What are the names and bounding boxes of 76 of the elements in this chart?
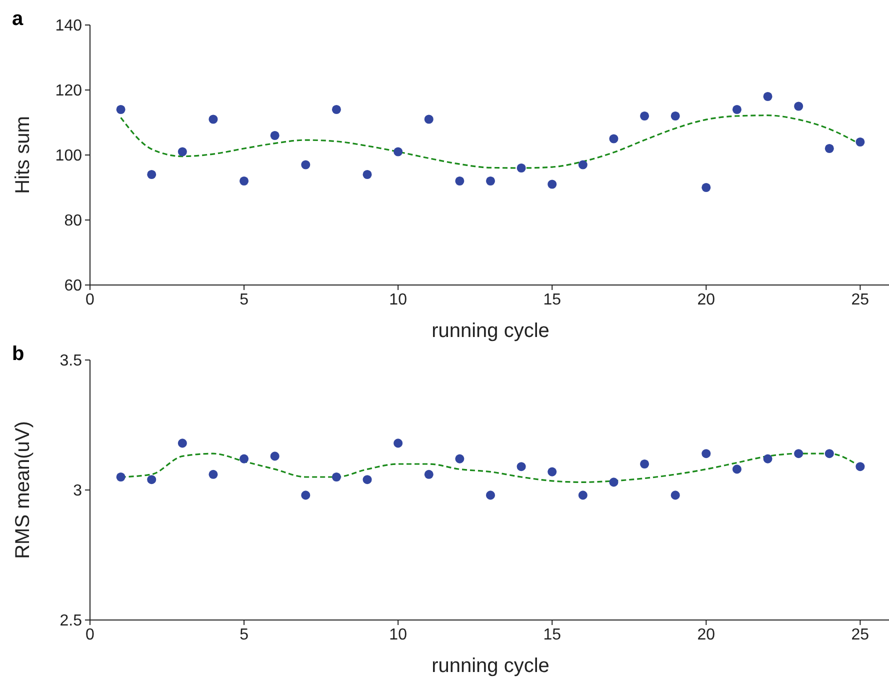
y-tick-label: 3.5 bbox=[60, 352, 82, 370]
x-tick-label: 10 bbox=[389, 291, 408, 308]
point bbox=[208, 470, 218, 479]
point bbox=[116, 472, 126, 482]
point bbox=[548, 180, 557, 189]
point bbox=[670, 490, 680, 500]
x-tick-label: 5 bbox=[240, 626, 249, 644]
y-tick-label: 120 bbox=[55, 82, 82, 100]
x-tick-label: 25 bbox=[851, 291, 870, 308]
point bbox=[394, 438, 403, 448]
point bbox=[763, 92, 772, 102]
x-tick-label: 10 bbox=[389, 626, 408, 644]
point bbox=[732, 104, 742, 114]
point bbox=[856, 462, 865, 472]
y-tick-label: 2.5 bbox=[60, 612, 82, 630]
x-axis-title: running cycle bbox=[432, 320, 550, 342]
point bbox=[516, 163, 526, 173]
point bbox=[824, 144, 834, 154]
point bbox=[516, 462, 526, 472]
point bbox=[424, 114, 434, 124]
point bbox=[208, 114, 218, 124]
point bbox=[794, 449, 804, 458]
y-tick-label: 140 bbox=[55, 18, 82, 35]
point bbox=[301, 490, 310, 500]
point bbox=[301, 160, 310, 170]
point bbox=[394, 147, 403, 156]
point bbox=[640, 459, 650, 469]
point bbox=[609, 134, 618, 144]
point bbox=[270, 130, 280, 140]
point bbox=[147, 170, 156, 180]
point bbox=[178, 147, 187, 156]
point bbox=[240, 176, 249, 186]
y-tick-label: 80 bbox=[64, 212, 82, 230]
point bbox=[702, 449, 711, 458]
point bbox=[455, 454, 464, 464]
x-tick-label: 20 bbox=[697, 626, 716, 644]
x-tick-label: 20 bbox=[697, 291, 716, 308]
point bbox=[578, 490, 588, 500]
x-axis-title: running cycle bbox=[432, 655, 550, 677]
point bbox=[270, 452, 280, 461]
x-tick-label: 0 bbox=[86, 291, 95, 308]
point bbox=[424, 470, 434, 479]
y-axis-title: Hits sum bbox=[12, 116, 34, 194]
point bbox=[640, 111, 650, 121]
point bbox=[732, 464, 742, 474]
point bbox=[178, 438, 187, 448]
x-tick-label: 15 bbox=[543, 626, 562, 644]
y-tick-label: 100 bbox=[55, 148, 82, 165]
point bbox=[548, 467, 557, 476]
y-axis-title: RMS mean(uV) bbox=[12, 421, 34, 559]
x-tick-label: 0 bbox=[86, 626, 95, 644]
text: a bbox=[12, 8, 24, 31]
point bbox=[794, 102, 804, 111]
point bbox=[455, 176, 464, 186]
point bbox=[824, 449, 834, 458]
point bbox=[609, 478, 618, 487]
y-tick-label: 60 bbox=[64, 278, 82, 295]
text: b bbox=[12, 343, 24, 366]
point bbox=[578, 160, 588, 170]
point bbox=[702, 182, 711, 192]
point bbox=[486, 490, 496, 500]
point bbox=[147, 475, 156, 484]
x-tick-label: 15 bbox=[543, 291, 562, 308]
point bbox=[240, 454, 249, 464]
x-tick-label: 5 bbox=[240, 291, 249, 308]
point bbox=[332, 472, 341, 482]
x-tick-label: 25 bbox=[851, 626, 870, 644]
point bbox=[116, 104, 126, 114]
point bbox=[332, 104, 341, 114]
y-tick-label: 3 bbox=[73, 482, 82, 500]
point bbox=[362, 475, 372, 484]
point bbox=[486, 176, 496, 186]
point bbox=[670, 111, 680, 121]
point bbox=[362, 170, 372, 180]
point bbox=[856, 137, 865, 147]
point bbox=[763, 454, 772, 464]
